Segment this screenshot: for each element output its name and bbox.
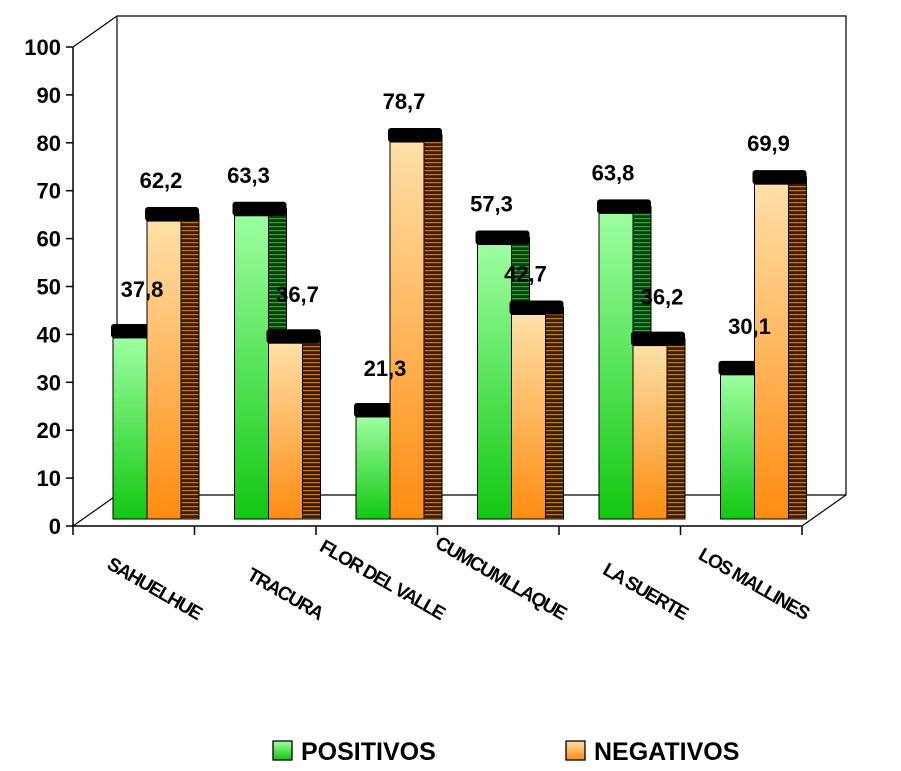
bar-face-negativos-flor-del-valle bbox=[389, 141, 425, 520]
data-label-positivos-cumcumllaque: 57,3 bbox=[470, 192, 513, 217]
bars-layer bbox=[111, 128, 807, 520]
bar-top-positivos-la-suerte bbox=[597, 199, 651, 214]
bar-face-positivos-cumcumllaque bbox=[477, 244, 512, 520]
y-tick-label: 10 bbox=[37, 466, 61, 491]
bar-side-negativos-la-suerte bbox=[666, 338, 686, 520]
bar-face-negativos-tracura bbox=[268, 342, 303, 520]
x-tick-label-tracura: TRACURA bbox=[243, 564, 327, 625]
legend-swatch-positivos bbox=[272, 740, 293, 761]
x-tick-label-los-mallines: LOS MALLINES bbox=[695, 544, 813, 624]
y-tick-label: 100 bbox=[24, 35, 61, 60]
data-label-negativos-cumcumllaque: 42,7 bbox=[504, 261, 547, 286]
y-tick-label: 70 bbox=[37, 179, 61, 204]
y-tick-label: 50 bbox=[37, 275, 61, 300]
bar-face-positivos-los-mallines bbox=[720, 374, 755, 520]
bar-side-negativos-los-mallines bbox=[788, 176, 807, 520]
bar-face-positivos-la-suerte bbox=[598, 212, 634, 520]
y-tick-label: 80 bbox=[37, 131, 61, 156]
bar-top-negativos-flor-del-valle bbox=[388, 128, 442, 143]
bar-top-negativos-cumcumllaque bbox=[509, 300, 564, 315]
bar-negativos-tracura bbox=[266, 329, 321, 520]
data-label-negativos-tracura: 36,7 bbox=[276, 282, 319, 307]
y-tick-label: 20 bbox=[37, 418, 61, 443]
data-label-negativos-la-suerte: 36,2 bbox=[641, 285, 684, 310]
bar-negativos-la-suerte bbox=[631, 331, 686, 520]
data-label-positivos-tracura: 63,3 bbox=[227, 163, 270, 188]
bar-top-negativos-tracura bbox=[266, 329, 321, 344]
y-tick-label: 60 bbox=[37, 227, 61, 252]
back-wall bbox=[72, 15, 847, 527]
x-tick-label-cumcumllaque: CUMCUMLLAQUE bbox=[431, 533, 569, 625]
data-labels-layer: 37,8 62,2 63,3 36,7 21,3 78,7 57,3 42,7 63,8 36,2… bbox=[121, 89, 790, 381]
bar-face-positivos-flor-del-valle bbox=[355, 416, 391, 520]
data-label-positivos-los-mallines: 30,1 bbox=[728, 314, 771, 339]
x-tick-label-la-suerte: LA SUERTE bbox=[599, 559, 691, 624]
y-tick-label: 30 bbox=[37, 370, 61, 395]
bar-side-negativos-cumcumllaque bbox=[545, 306, 564, 520]
legend-item-positivos: POSITIVOS bbox=[272, 738, 436, 766]
bar-negativos-los-mallines bbox=[752, 170, 807, 520]
bar-negativos-flor-del-valle bbox=[388, 128, 443, 520]
y-tick-label: 0 bbox=[49, 514, 61, 539]
y-axis: 0 10 20 30 40 50 60 70 80 90 100 bbox=[24, 35, 74, 539]
bar-negativos-cumcumllaque bbox=[509, 300, 564, 520]
bar-top-negativos-los-mallines bbox=[752, 170, 807, 185]
bar-face-positivos-tracura bbox=[234, 215, 269, 520]
x-tick-label-sahuelhue: SAHUELHUE bbox=[103, 554, 205, 625]
legend-swatch-negativos bbox=[565, 740, 586, 761]
data-label-negativos-flor-del-valle: 78,7 bbox=[383, 89, 426, 114]
data-label-positivos-sahuelhue: 37,8 bbox=[121, 277, 164, 302]
legend-item-negativos: NEGATIVOS bbox=[565, 738, 739, 766]
bar-side-negativos-sahuelhue bbox=[180, 213, 200, 520]
bar-face-positivos-sahuelhue bbox=[112, 337, 148, 520]
bar-top-negativos-la-suerte bbox=[631, 331, 685, 346]
y-tick-label: 90 bbox=[37, 83, 61, 108]
bar-face-negativos-la-suerte bbox=[632, 345, 668, 520]
bar-face-negativos-los-mallines bbox=[754, 183, 789, 520]
bar-side-negativos-flor-del-valle bbox=[423, 134, 443, 520]
data-label-positivos-flor-del-valle: 21,3 bbox=[364, 356, 407, 381]
data-label-negativos-los-mallines: 69,9 bbox=[747, 131, 790, 156]
legend: POSITIVOS NEGATIVOS bbox=[272, 738, 739, 766]
bar-negativos-sahuelhue bbox=[145, 207, 200, 520]
x-tick-label-flor-del-valle: FLOR DEL VALLE bbox=[316, 536, 448, 624]
bar-face-negativos-sahuelhue bbox=[146, 220, 182, 520]
bar-top-negativos-sahuelhue bbox=[145, 207, 199, 222]
bar-side-negativos-tracura bbox=[302, 335, 321, 520]
y-tick-label: 40 bbox=[37, 322, 61, 347]
floor-left-edge bbox=[72, 494, 118, 527]
bar-face-negativos-cumcumllaque bbox=[511, 313, 546, 520]
bar-top-positivos-tracura bbox=[232, 201, 287, 216]
legend-label-positivos: POSITIVOS bbox=[301, 738, 436, 766]
legend-label-negativos: NEGATIVOS bbox=[594, 738, 739, 766]
data-label-positivos-la-suerte: 63,8 bbox=[592, 160, 635, 185]
data-label-negativos-sahuelhue: 62,2 bbox=[140, 168, 183, 193]
bar-top-positivos-cumcumllaque bbox=[475, 230, 530, 245]
